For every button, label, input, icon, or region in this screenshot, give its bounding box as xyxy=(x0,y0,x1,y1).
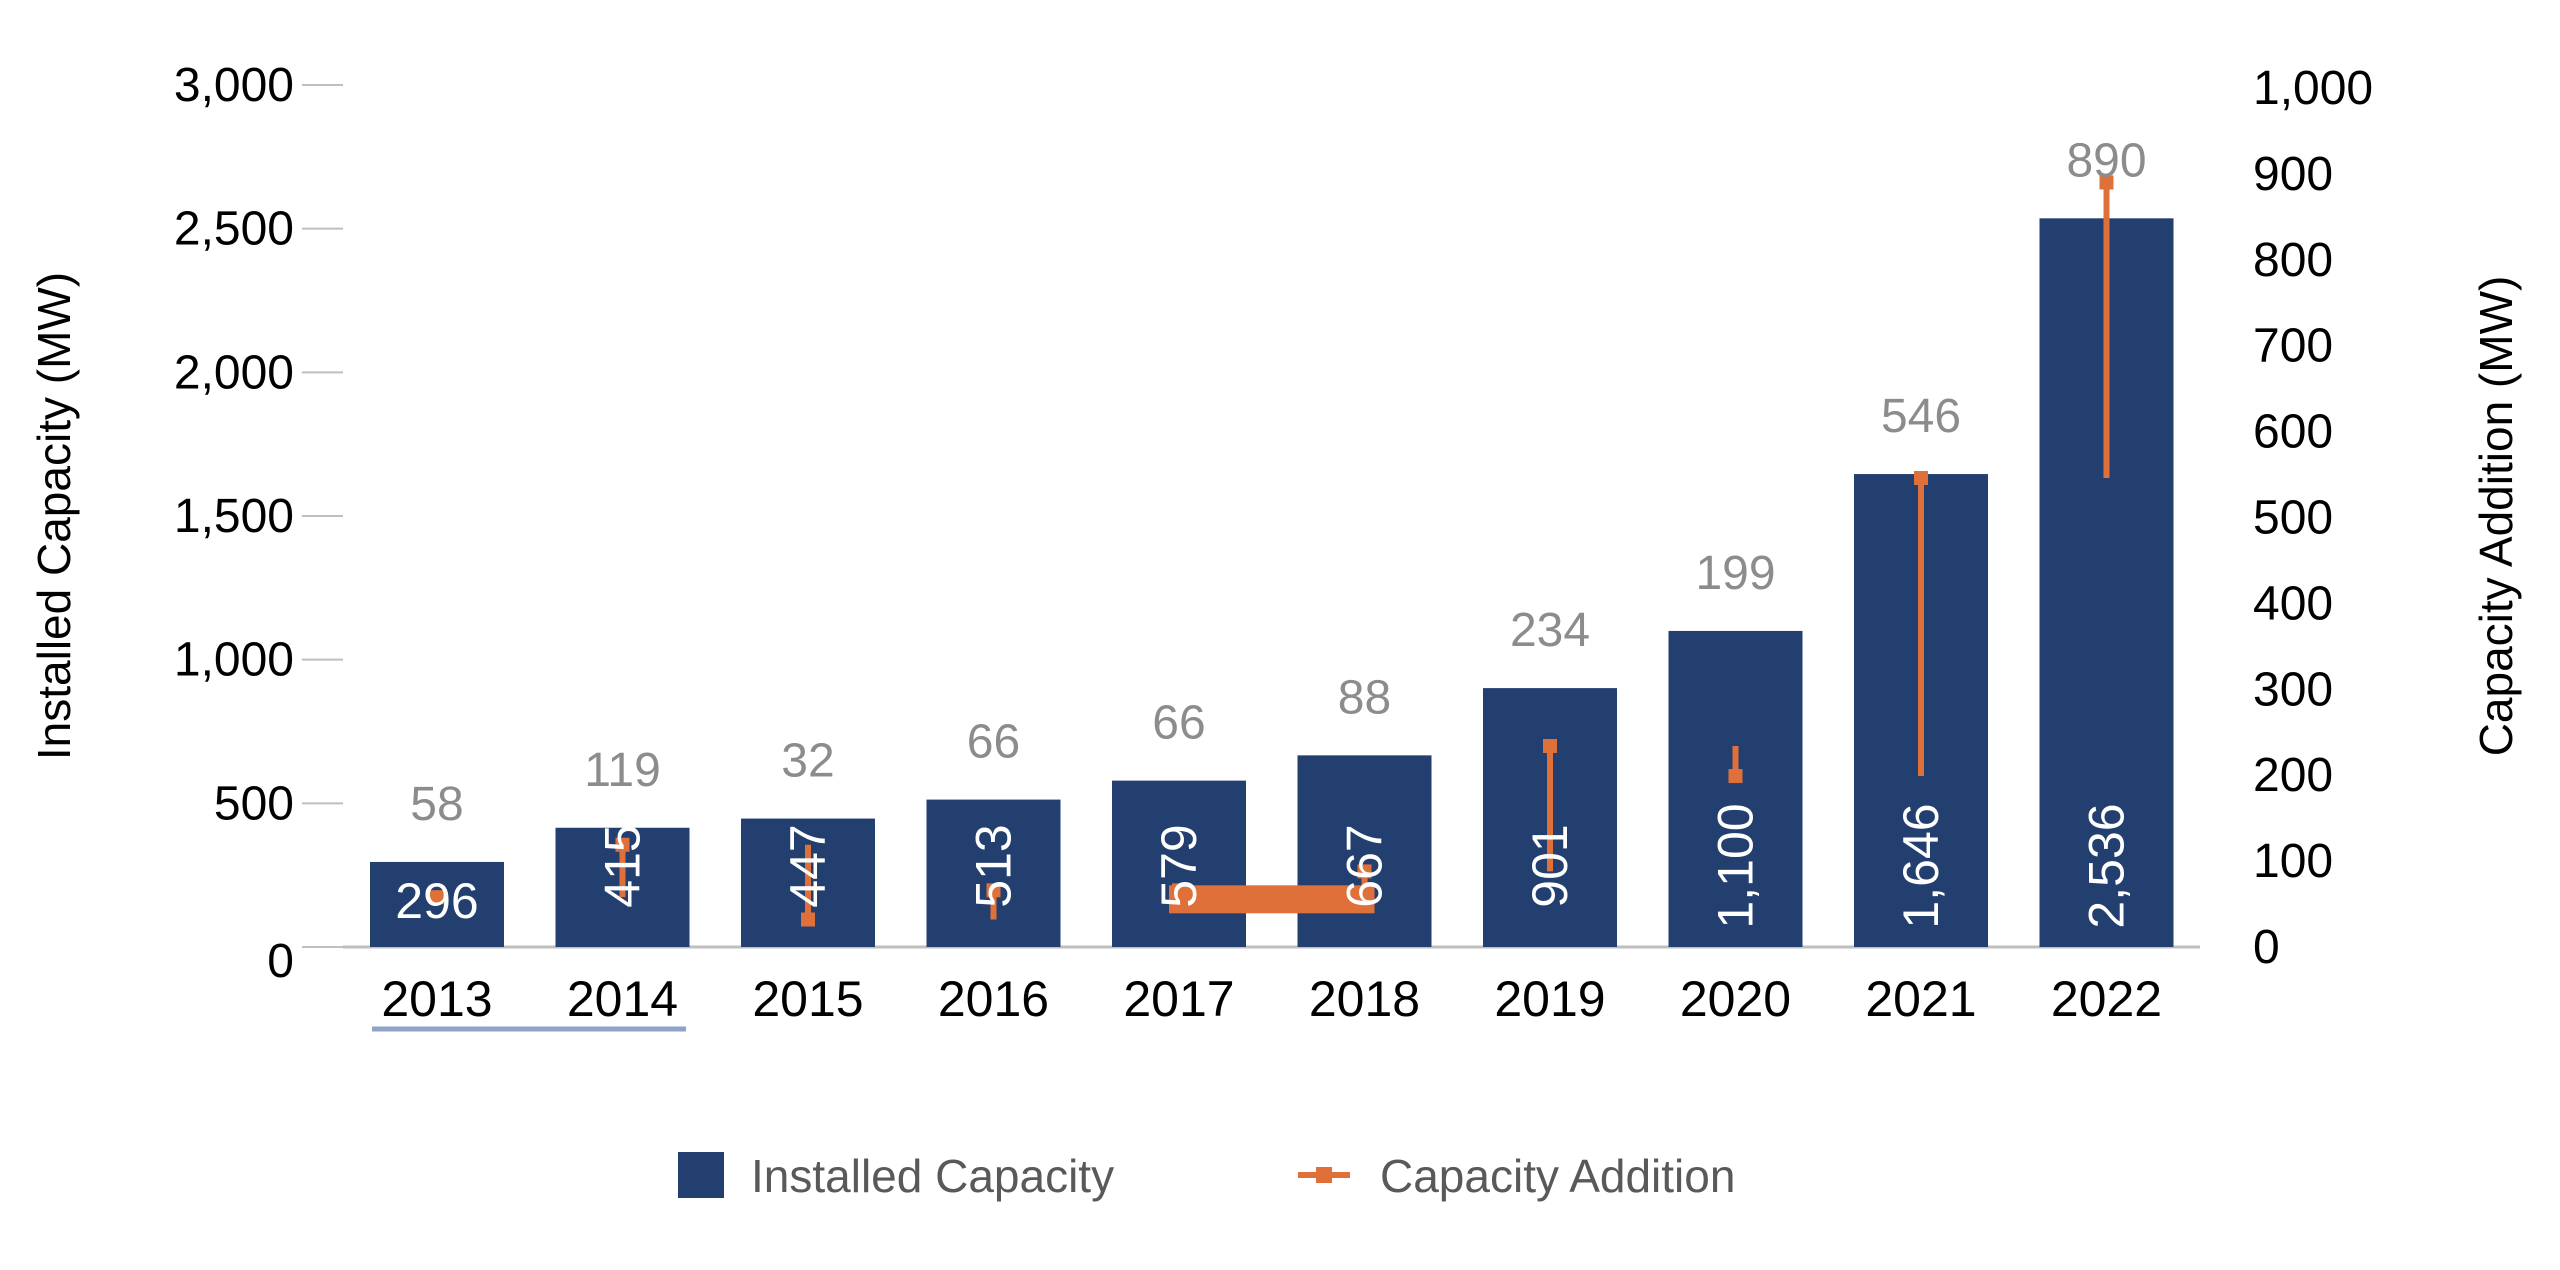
addition-value-label: 58 xyxy=(410,778,463,831)
y-axis-title: Installed Capacity (MW) xyxy=(28,272,80,760)
x-tick-label: 2019 xyxy=(1494,971,1605,1027)
bar-value-label: 513 xyxy=(966,824,1022,907)
bar-value-label: 579 xyxy=(1151,824,1207,907)
y2-tick-label: 0 xyxy=(2253,921,2280,974)
x-tick-label: 2018 xyxy=(1309,971,1420,1027)
addition-value-label: 66 xyxy=(967,716,1020,769)
y2-axis-title: Capacity Addition (MW) xyxy=(2470,276,2522,757)
bar-value-label: 901 xyxy=(1522,824,1578,907)
addition-value-label: 199 xyxy=(1695,547,1775,600)
y2-tick-label: 500 xyxy=(2253,492,2333,545)
addition-value-label: 88 xyxy=(1338,671,1391,724)
legend-marker-capacity-addition xyxy=(1316,1167,1332,1183)
x-tick-label: 2021 xyxy=(1865,971,1976,1027)
addition-marker-2015 xyxy=(801,912,815,927)
y-tick-label: 500 xyxy=(214,777,294,830)
bar-2018 xyxy=(1297,755,1432,947)
y2-tick-label: 800 xyxy=(2253,234,2333,287)
bar-2016 xyxy=(926,799,1061,947)
x-tick-label: 2022 xyxy=(2051,971,2162,1027)
y2-tick-label: 200 xyxy=(2253,749,2333,802)
y2-tick-label: 100 xyxy=(2253,835,2333,888)
addition-marker-2016 xyxy=(986,883,1001,898)
y-tick-label: 3,000 xyxy=(174,59,294,112)
addition-value-label: 32 xyxy=(781,735,834,788)
legend-label-capacity-addition: Capacity Addition xyxy=(1380,1150,1735,1202)
addition-marker-2020 xyxy=(1728,769,1743,784)
legend-swatch-installed-capacity xyxy=(678,1152,724,1198)
addition-marker-2021 xyxy=(1914,470,1928,485)
bar-2020 xyxy=(1668,630,1803,947)
addition-marker-2013 xyxy=(430,890,444,905)
addition-marker-2022 xyxy=(2099,175,2114,190)
x-tick-label: 2014 xyxy=(567,971,678,1027)
y-tick-label: 2,500 xyxy=(174,203,294,256)
y2-tick-label: 300 xyxy=(2253,663,2333,716)
y2-tick-label: 900 xyxy=(2253,148,2333,201)
x-tick-label: 2020 xyxy=(1680,971,1791,1027)
addition-marker-2019 xyxy=(1543,738,1557,753)
x-tick-label: 2016 xyxy=(938,971,1049,1027)
x-tick-label: 2015 xyxy=(752,971,863,1027)
y2-tick-label: 700 xyxy=(2253,320,2333,373)
addition-marker-2014 xyxy=(615,837,630,852)
y2-tick-label: 1,000 xyxy=(2253,62,2373,115)
addition-value-label: 546 xyxy=(1881,390,1961,443)
bar-value-label: 2,536 xyxy=(2079,803,2135,928)
bar-value-label: 667 xyxy=(1337,824,1393,907)
legend: Installed Capacity Capacity Addition xyxy=(678,1150,1735,1202)
y-tick-label: 1,000 xyxy=(174,634,294,687)
bar-value-label: 1,646 xyxy=(1893,803,1949,928)
bar-2017 xyxy=(1112,780,1246,947)
y2-tick-label: 400 xyxy=(2253,577,2333,630)
addition-value-label: 890 xyxy=(2066,134,2146,187)
bar-value-label: 1,100 xyxy=(1708,803,1764,928)
y-tick-label: 1,500 xyxy=(174,490,294,543)
y-tick-label: 0 xyxy=(267,935,294,988)
y2-tick-label: 600 xyxy=(2253,406,2333,459)
addition-marker-2018 xyxy=(1357,864,1372,879)
addition-value-label: 234 xyxy=(1510,604,1590,657)
bar-value-label: 415 xyxy=(595,824,651,907)
bar-2013 xyxy=(370,861,504,947)
bar-value-label: 296 xyxy=(395,873,478,929)
x-tick-label: 2017 xyxy=(1123,971,1234,1027)
y-tick-label: 2,000 xyxy=(174,346,294,399)
legend-label-installed-capacity: Installed Capacity xyxy=(751,1150,1114,1202)
x-tick-label: 2013 xyxy=(381,971,492,1027)
addition-segment-2017-2018 xyxy=(1169,885,1375,914)
addition-value-label: 66 xyxy=(1152,697,1205,750)
addition-value-label: 119 xyxy=(584,744,661,797)
bar-value-label: 447 xyxy=(780,824,836,907)
